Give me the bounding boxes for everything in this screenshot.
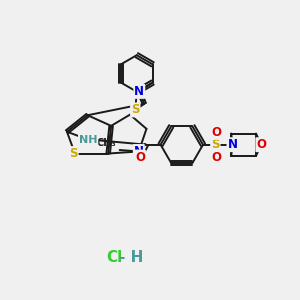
- Text: - H: - H: [119, 250, 143, 265]
- Text: CH₃: CH₃: [97, 138, 116, 148]
- Text: NH: NH: [79, 135, 98, 145]
- Text: N: N: [134, 85, 144, 98]
- Text: S: S: [69, 147, 78, 160]
- Text: Cl: Cl: [106, 250, 123, 265]
- Text: O: O: [211, 126, 221, 139]
- Text: N: N: [227, 138, 237, 151]
- Text: O: O: [211, 151, 221, 164]
- Text: S: S: [131, 103, 140, 116]
- Text: O: O: [135, 151, 145, 164]
- Text: O: O: [256, 138, 266, 151]
- Text: N: N: [134, 145, 144, 158]
- Text: S: S: [211, 138, 220, 151]
